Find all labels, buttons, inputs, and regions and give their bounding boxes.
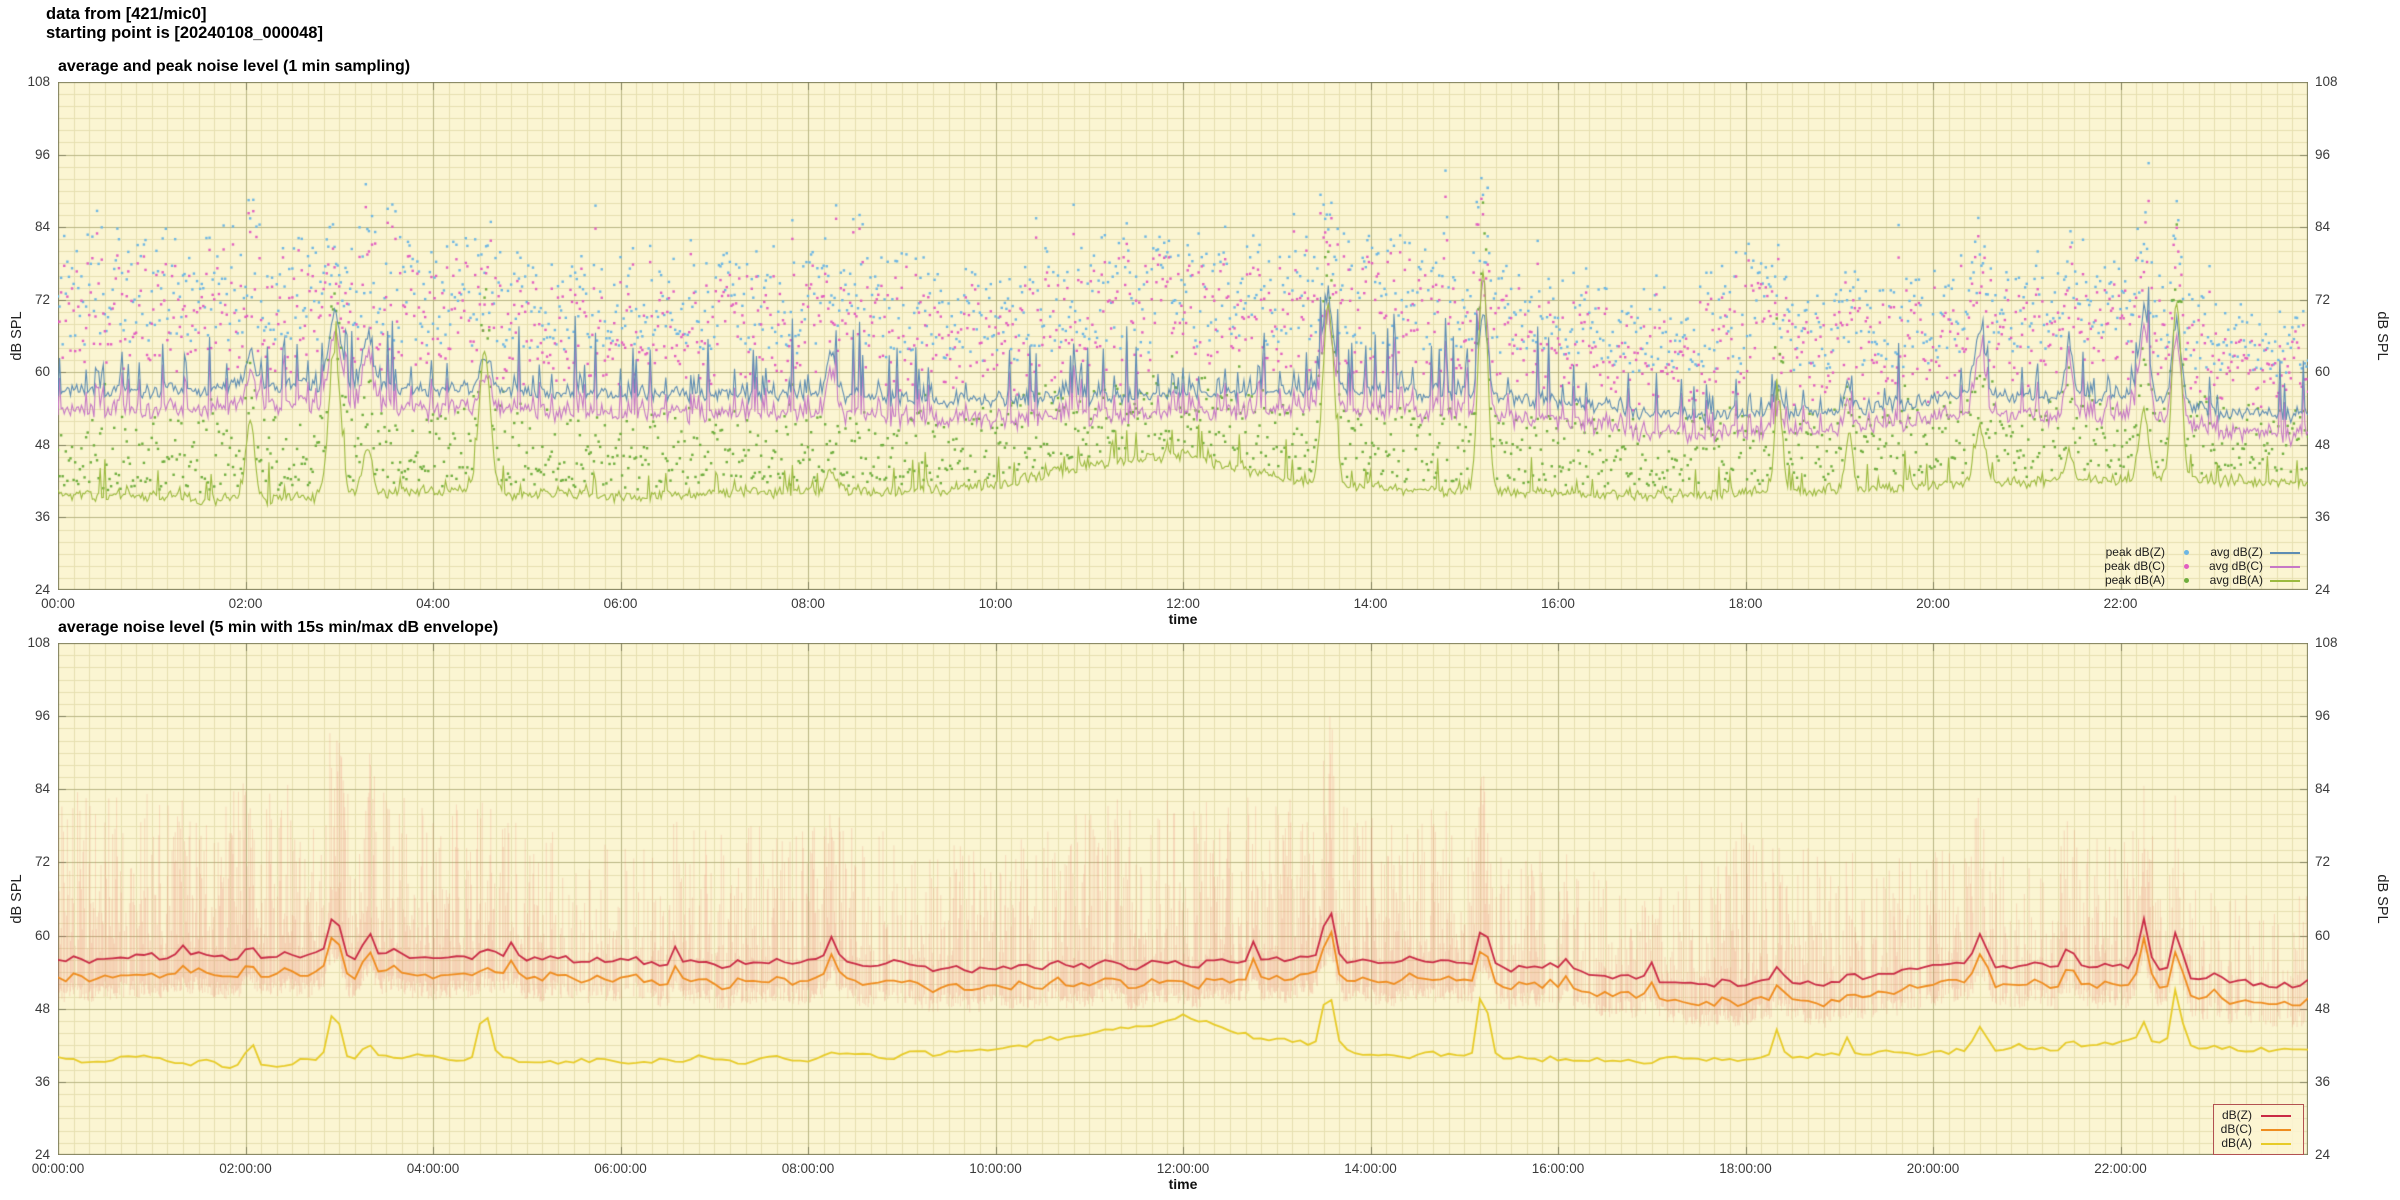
legend-point-sample [2170, 546, 2204, 559]
ytick-label-right: 96 [2315, 146, 2331, 162]
legend-line-marker-icon [2270, 551, 2300, 554]
legend-label: peak dB(Z) [2105, 545, 2165, 559]
legend-label: dB(C) [2220, 1122, 2252, 1136]
ytick-label-left: 60 [34, 927, 50, 943]
legend-label: avg dB(Z) [2210, 545, 2263, 559]
legend-label: dB(A) [2221, 1136, 2252, 1150]
legend-point-sample [2170, 574, 2204, 587]
ytick-label-left: 36 [34, 1073, 50, 1089]
legend-line-marker-icon [2261, 1114, 2291, 1117]
ytick-label-left: 24 [34, 582, 50, 597]
ytick-label-right: 84 [2315, 781, 2331, 797]
top-chart-plot-canvas [58, 82, 2308, 590]
xtick-label: 08:00 [791, 596, 825, 611]
ytick-label-left: 36 [34, 509, 50, 525]
ytick-label-right: 36 [2315, 1073, 2331, 1089]
xtick-label: 06:00:00 [594, 1161, 647, 1176]
xtick-label: 22:00:00 [2094, 1161, 2147, 1176]
xtick-label: 16:00:00 [1531, 1161, 1585, 1176]
legend-line-sample [2259, 1137, 2293, 1150]
ytick-label-left: 24 [34, 1147, 50, 1162]
xtick-label: 14:00:00 [1344, 1161, 1397, 1176]
legend-point-marker-icon [2184, 578, 2190, 583]
xtick-label: 12:00 [1166, 596, 1200, 611]
ytick-label-right: 108 [2315, 635, 2338, 650]
top-chart-xlabel: time [1168, 611, 1198, 627]
legend-label: avg dB(C) [2208, 559, 2263, 573]
ytick-label-right: 24 [2315, 1147, 2331, 1162]
ytick-label-right: 48 [2315, 1000, 2331, 1016]
legend-label: avg dB(A) [2209, 573, 2263, 587]
xtick-label: 20:00 [1916, 596, 1950, 611]
top-chart-legend: peak dB(Z) avg dB(Z) peak dB(C) avg dB(C) pe… [2104, 546, 2303, 587]
legend-line-sample [2259, 1123, 2293, 1136]
legend-line-sample [2259, 1109, 2293, 1122]
ytick-label-right: 60 [2315, 927, 2331, 943]
xtick-label: 00:00:00 [31, 1161, 85, 1176]
ytick-label-right: 24 [2315, 582, 2331, 597]
legend-line-sample [2268, 560, 2302, 573]
bottom-chart-legend: dB(Z) dB(C) dB(A) [2212, 1104, 2304, 1155]
ytick-label-left: 48 [34, 1000, 50, 1016]
ytick-label-right: 60 [2315, 364, 2331, 380]
xtick-label: 02:00:00 [219, 1161, 272, 1176]
xtick-label: 10:00 [978, 596, 1013, 611]
legend-label: dB(Z) [2222, 1108, 2252, 1122]
xtick-label: 14:00 [1353, 596, 1388, 611]
bottom-chart-plot-canvas [58, 643, 2308, 1155]
top-chart-ylabel-left: dB SPL [9, 311, 25, 361]
ytick-label-left: 72 [34, 854, 50, 870]
legend-line-marker-icon [2261, 1142, 2291, 1145]
bottom-chart-ylabel-right: dB SPL [2374, 874, 2390, 924]
legend-line-sample [2268, 546, 2302, 559]
ytick-label-left: 96 [34, 708, 50, 724]
legend-line-marker-icon [2270, 579, 2300, 582]
xtick-label: 16:00 [1541, 596, 1575, 611]
xtick-label: 22:00 [2103, 596, 2138, 611]
xtick-label: 04:00 [416, 596, 450, 611]
xtick-label: 08:00:00 [781, 1161, 835, 1176]
legend-line-marker-icon [2270, 565, 2300, 568]
ytick-label-right: 108 [2315, 74, 2338, 89]
bottom-chart-title: average noise level (5 min with 15s min/… [58, 619, 499, 636]
top-chart-title: average and peak noise level (1 min samp… [58, 58, 411, 75]
legend-line-sample [2268, 574, 2302, 587]
ytick-label-left: 96 [34, 146, 50, 162]
legend-label: peak dB(C) [2104, 559, 2165, 573]
header-data-source: data from [421/mic0] [46, 5, 207, 23]
xtick-label: 00:00 [41, 596, 75, 611]
legend-line-marker-icon [2261, 1128, 2291, 1131]
xtick-label: 18:00:00 [1719, 1161, 1772, 1176]
header-start-point: starting point is [20240108_000048] [46, 24, 323, 42]
ytick-label-right: 72 [2315, 291, 2331, 307]
bottom-chart-ylabel-left: dB SPL [9, 874, 25, 924]
ytick-label-right: 84 [2315, 219, 2331, 235]
ytick-label-left: 72 [34, 291, 50, 307]
ytick-label-right: 96 [2315, 708, 2331, 724]
xtick-label: 12:00:00 [1156, 1161, 1210, 1176]
legend-point-marker-icon [2184, 564, 2190, 569]
xtick-label: 10:00:00 [969, 1161, 1022, 1176]
bottom-chart-xlabel: time [1168, 1176, 1198, 1192]
legend-point-marker-icon [2184, 550, 2190, 555]
ytick-label-left: 108 [27, 74, 50, 89]
top-chart-ylabel-right: dB SPL [2374, 311, 2390, 361]
ytick-label-left: 48 [34, 436, 50, 452]
xtick-label: 20:00:00 [1906, 1161, 1960, 1176]
legend-label: peak dB(A) [2104, 573, 2165, 587]
ytick-label-right: 72 [2315, 854, 2331, 870]
xtick-label: 02:00 [228, 596, 263, 611]
legend-point-sample [2170, 560, 2204, 573]
ytick-label-left: 60 [34, 364, 50, 380]
xtick-label: 06:00 [603, 596, 638, 611]
ytick-label-left: 108 [27, 635, 50, 650]
ytick-label-right: 48 [2315, 436, 2331, 452]
ytick-label-right: 36 [2315, 509, 2331, 525]
ytick-label-left: 84 [34, 781, 50, 797]
xtick-label: 18:00 [1728, 596, 1763, 611]
ytick-label-left: 84 [34, 219, 50, 235]
xtick-label: 04:00:00 [406, 1161, 460, 1176]
